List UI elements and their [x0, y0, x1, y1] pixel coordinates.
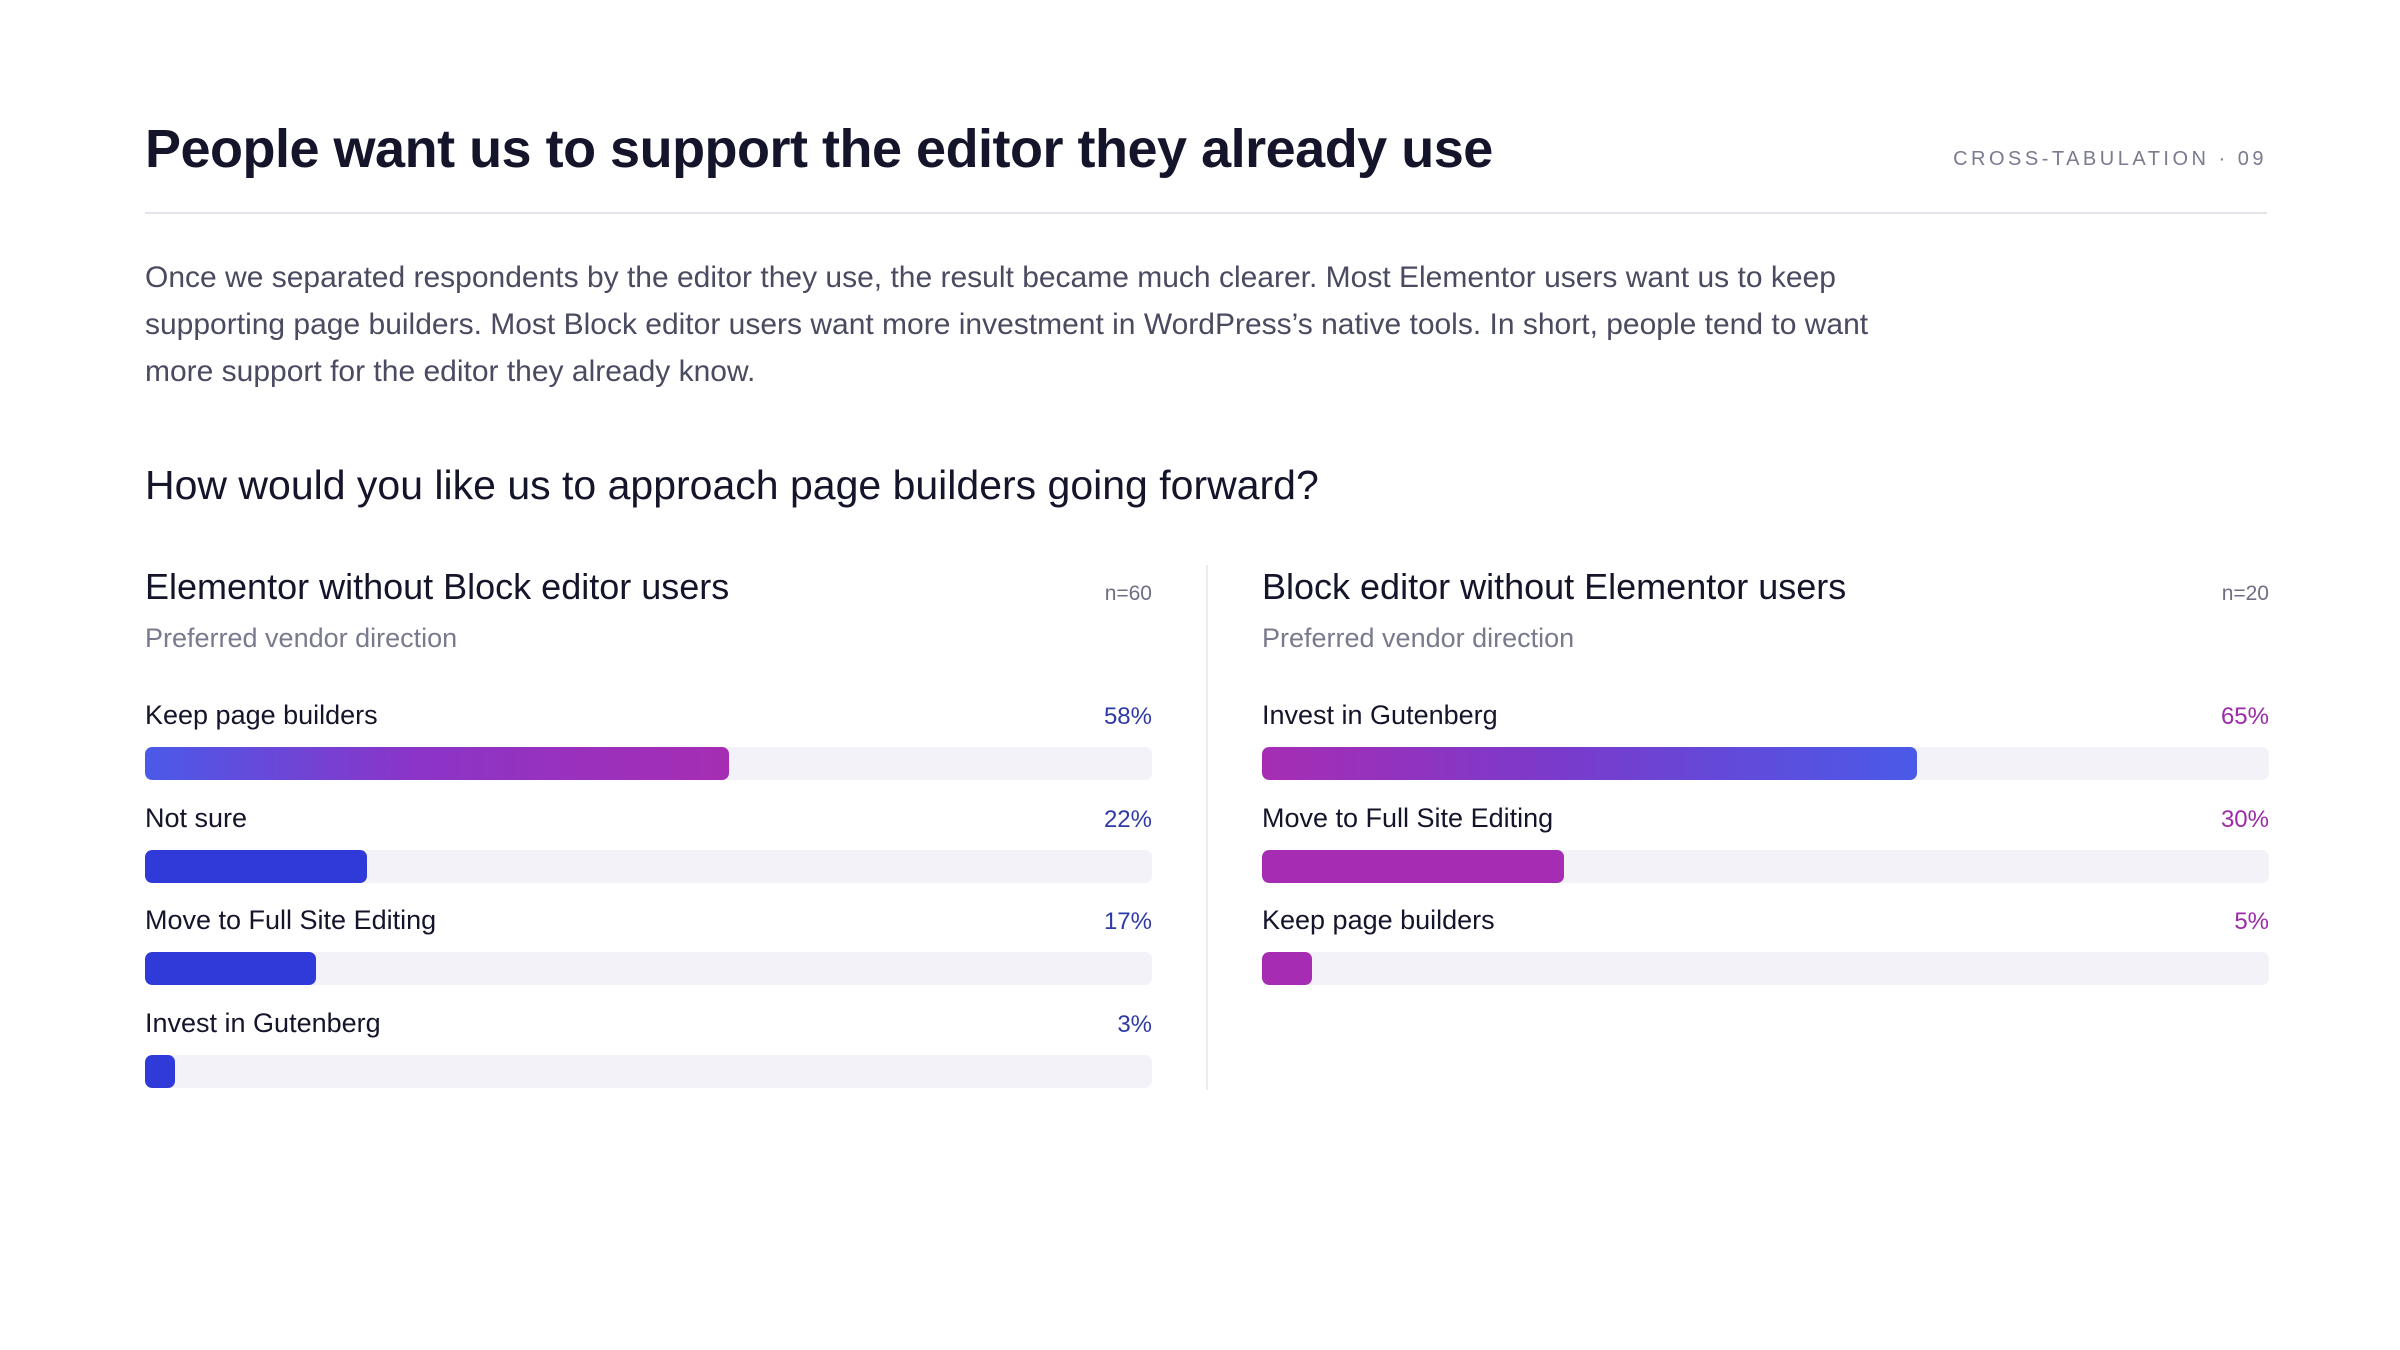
bar-row: Move to Full Site Editing 17%: [145, 905, 1152, 1008]
chart-panel-block-editor: Block editor without Elementor users n=2…: [1262, 560, 2269, 1090]
chart-title: Elementor without Block editor users: [145, 566, 730, 607]
bar-value-label: 3%: [1117, 1010, 1152, 1038]
bar-row: Not sure 22%: [145, 803, 1152, 906]
bar-label: Invest in Gutenberg: [145, 1007, 381, 1038]
bar: [145, 1054, 176, 1088]
bar: [1262, 747, 1917, 780]
bar-value-label: 65%: [2220, 703, 2269, 730]
intro-paragraph: Once we separated respondents by the edi…: [145, 261, 1869, 388]
bar-value-label: 5%: [2234, 908, 2269, 936]
bar-value-label: 17%: [1103, 908, 1152, 936]
bar-label: Keep page builders: [1262, 905, 1495, 936]
page-title: People want us to support the editor the…: [145, 119, 1493, 179]
bar-row: Keep page builders 5%: [1262, 905, 2269, 1008]
bar-label: Invest in Gutenberg: [1262, 700, 1498, 730]
bar-value-label: 58%: [1103, 703, 1152, 730]
bar-rows: Invest in Gutenberg 65% Move to Full Site …: [1262, 700, 2269, 1008]
bar-row: Invest in Gutenberg 3%: [145, 1008, 1152, 1111]
bar-row: Move to Full Site Editing 30%: [1262, 803, 2269, 906]
sample-size: n=20: [2221, 582, 2269, 605]
bar-track: [1262, 849, 2269, 883]
bar-label: Move to Full Site Editing: [1262, 802, 1554, 833]
bar: [145, 952, 317, 986]
bar-track: [1262, 952, 2269, 986]
bar-track: [145, 952, 1152, 986]
bar-label: Keep page builders: [145, 700, 378, 730]
bar-label: Not sure: [145, 802, 248, 833]
bar-value-label: 22%: [1103, 805, 1152, 833]
panel-divider: [1206, 565, 1208, 1090]
chart-subtitle: Preferred vendor direction: [145, 623, 458, 653]
slide-header: People want us to support the editor the…: [145, 108, 2267, 214]
survey-question: How would you like us to approach page b…: [145, 462, 1319, 508]
chart-subtitle: Preferred vendor direction: [1262, 623, 1575, 653]
sample-size: n=60: [1104, 582, 1152, 605]
bar-track: [145, 747, 1152, 780]
bar-row: Invest in Gutenberg 65%: [1262, 700, 2269, 803]
chart-panel-elementor: Elementor without Block editor users n=6…: [145, 560, 1152, 1090]
section-tag: CROSS-TABULATION · 09: [1953, 148, 2267, 170]
bar: [1262, 952, 1313, 986]
bar-row: Keep page builders 58%: [145, 700, 1152, 803]
bar-label: Move to Full Site Editing: [145, 905, 437, 936]
chart-title: Block editor without Elementor users: [1262, 566, 1847, 607]
bar-track: [145, 1054, 1152, 1088]
bar: [145, 747, 730, 780]
bar-track: [145, 849, 1152, 883]
bar: [145, 849, 367, 883]
bar-rows: Keep page builders 58% Not sure 22% Move to …: [145, 700, 1152, 1110]
bar: [1262, 849, 1565, 883]
bar-track: [1262, 747, 2269, 780]
bar-value-label: 30%: [2220, 805, 2269, 833]
